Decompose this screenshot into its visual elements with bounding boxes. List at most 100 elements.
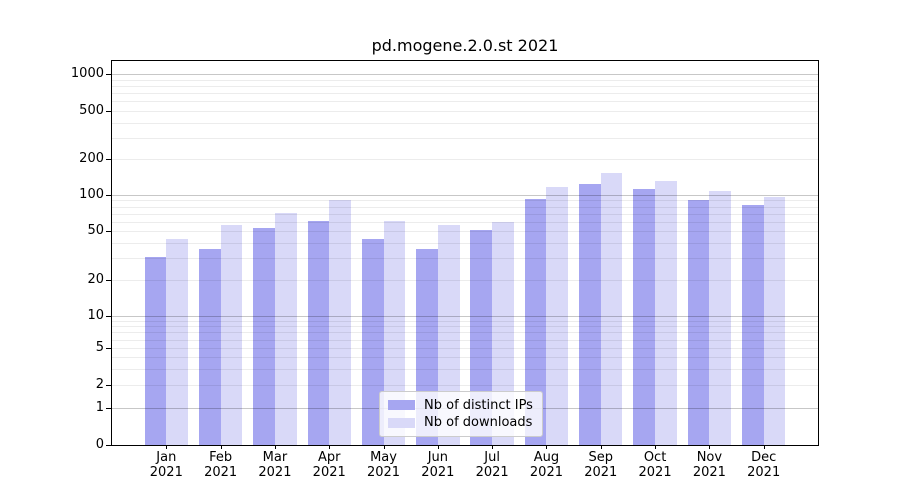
bar-distinct-ips-may — [361, 239, 384, 445]
x-tick-label-sep: Sep 2021 — [584, 450, 618, 480]
bar-downloads-feb — [220, 225, 243, 445]
gridline-y-900 — [112, 79, 818, 81]
gridline-y-60 — [112, 221, 818, 223]
x-tick-oct — [655, 445, 657, 449]
y-tick-100 — [106, 195, 111, 196]
bar-distinct-ips-mar — [253, 227, 275, 445]
x-tick-dec — [763, 445, 765, 449]
bar-downloads-mar — [274, 212, 297, 445]
bar-distinct-ips-nov — [687, 199, 710, 445]
bar-downloads-apr — [329, 199, 351, 445]
gridline-y-70 — [112, 213, 818, 215]
bar-downloads-oct — [655, 181, 677, 445]
gridline-y-300 — [112, 137, 818, 139]
y-tick-label-20: 20 — [87, 272, 104, 287]
legend-item-distinct-ips: Nb of distinct IPs — [388, 398, 534, 413]
x-tick-jul — [492, 445, 494, 449]
gridline-y-600 — [112, 101, 818, 103]
bar-downloads-dec — [763, 196, 786, 445]
y-tick-2 — [106, 385, 111, 386]
x-tick-mar — [274, 445, 276, 449]
bar-distinct-ips-jan — [144, 256, 167, 445]
x-tick-label-mar: Mar 2021 — [258, 450, 292, 480]
bar-distinct-ips-sep — [579, 184, 601, 445]
gridline-y-80 — [112, 206, 818, 208]
bar-downloads-jun — [437, 225, 460, 445]
y-tick-label-1: 1 — [95, 400, 104, 415]
y-tick-0 — [106, 445, 111, 446]
x-tick-apr — [329, 445, 331, 449]
y-tick-10 — [106, 316, 111, 317]
gridline-y-2 — [112, 385, 818, 386]
x-tick-jan — [166, 445, 168, 449]
gridline-y-50 — [112, 231, 818, 232]
bar-distinct-ips-dec — [741, 204, 764, 445]
gridline-y-100 — [112, 195, 818, 196]
gridline-y-700 — [112, 93, 818, 95]
x-tick-sep — [600, 445, 602, 449]
bar-downloads-jul — [492, 221, 514, 445]
y-tick-label-2: 2 — [95, 377, 104, 392]
x-tick-label-jun: Jun 2021 — [421, 450, 455, 480]
legend: Nb of distinct IPs Nb of downloads — [379, 391, 543, 437]
y-tick-label-10: 10 — [87, 308, 104, 323]
x-tick-nov — [709, 445, 711, 449]
gridline-y-6 — [112, 339, 818, 341]
y-tick-1000 — [106, 74, 111, 75]
gridline-y-7 — [112, 332, 818, 334]
gridline-y-90 — [112, 200, 818, 202]
x-tick-label-oct: Oct 2021 — [638, 450, 672, 480]
y-tick-label-500: 500 — [79, 103, 104, 118]
gridline-y-200 — [112, 159, 818, 160]
bar-distinct-ips-feb — [198, 248, 221, 445]
x-tick-label-apr: Apr 2021 — [312, 450, 346, 480]
x-tick-label-nov: Nov 2021 — [692, 450, 726, 480]
y-tick-1 — [106, 408, 111, 409]
x-tick-feb — [220, 445, 222, 449]
x-tick-label-dec: Dec 2021 — [747, 450, 781, 480]
gridline-y-10 — [112, 316, 818, 317]
gridline-y-800 — [112, 85, 818, 87]
legend-label-downloads: Nb of downloads — [424, 415, 533, 431]
gridline-y-40 — [112, 242, 818, 244]
x-tick-label-feb: Feb 2021 — [204, 450, 238, 480]
x-tick-may — [383, 445, 385, 449]
gridline-y-4 — [112, 357, 818, 358]
y-tick-200 — [106, 159, 111, 160]
y-tick-50 — [106, 231, 111, 232]
y-tick-label-50: 50 — [87, 223, 104, 238]
gridline-y-8 — [112, 326, 818, 328]
bar-downloads-may — [383, 220, 406, 445]
x-tick-label-jan: Jan 2021 — [149, 450, 183, 480]
gridline-y-400 — [112, 122, 818, 124]
gridline-y-1000 — [112, 74, 818, 75]
x-tick-label-may: May 2021 — [366, 450, 401, 480]
y-tick-label-5: 5 — [95, 340, 104, 355]
bar-distinct-ips-apr — [307, 220, 330, 445]
x-tick-aug — [546, 445, 548, 449]
gridline-y-30 — [112, 258, 818, 260]
y-tick-label-200: 200 — [79, 151, 104, 166]
legend-swatch-downloads — [388, 417, 415, 428]
bar-downloads-nov — [709, 191, 732, 445]
gridline-y-5 — [112, 348, 818, 349]
y-tick-20 — [106, 280, 111, 281]
gridline-y-3 — [112, 368, 818, 370]
x-tick-label-aug: Aug 2021 — [529, 450, 563, 480]
bar-downloads-jan — [166, 239, 189, 445]
y-tick-500 — [106, 111, 111, 112]
x-tick-label-jul: Jul 2021 — [475, 450, 509, 480]
bar-downloads-sep — [600, 173, 623, 445]
y-tick-label-0: 0 — [95, 437, 104, 452]
bar-downloads-aug — [546, 186, 569, 445]
legend-label-distinct-ips: Nb of distinct IPs — [424, 397, 533, 413]
chart-title: pd.mogene.2.0.st 2021 — [371, 36, 559, 55]
bar-distinct-ips-aug — [524, 198, 547, 445]
bar-distinct-ips-oct — [633, 189, 656, 445]
legend-item-downloads: Nb of downloads — [388, 415, 534, 430]
y-tick-5 — [106, 348, 111, 349]
gridline-y-9 — [112, 320, 818, 322]
y-tick-label-100: 100 — [79, 187, 104, 202]
x-tick-jun — [437, 445, 439, 449]
